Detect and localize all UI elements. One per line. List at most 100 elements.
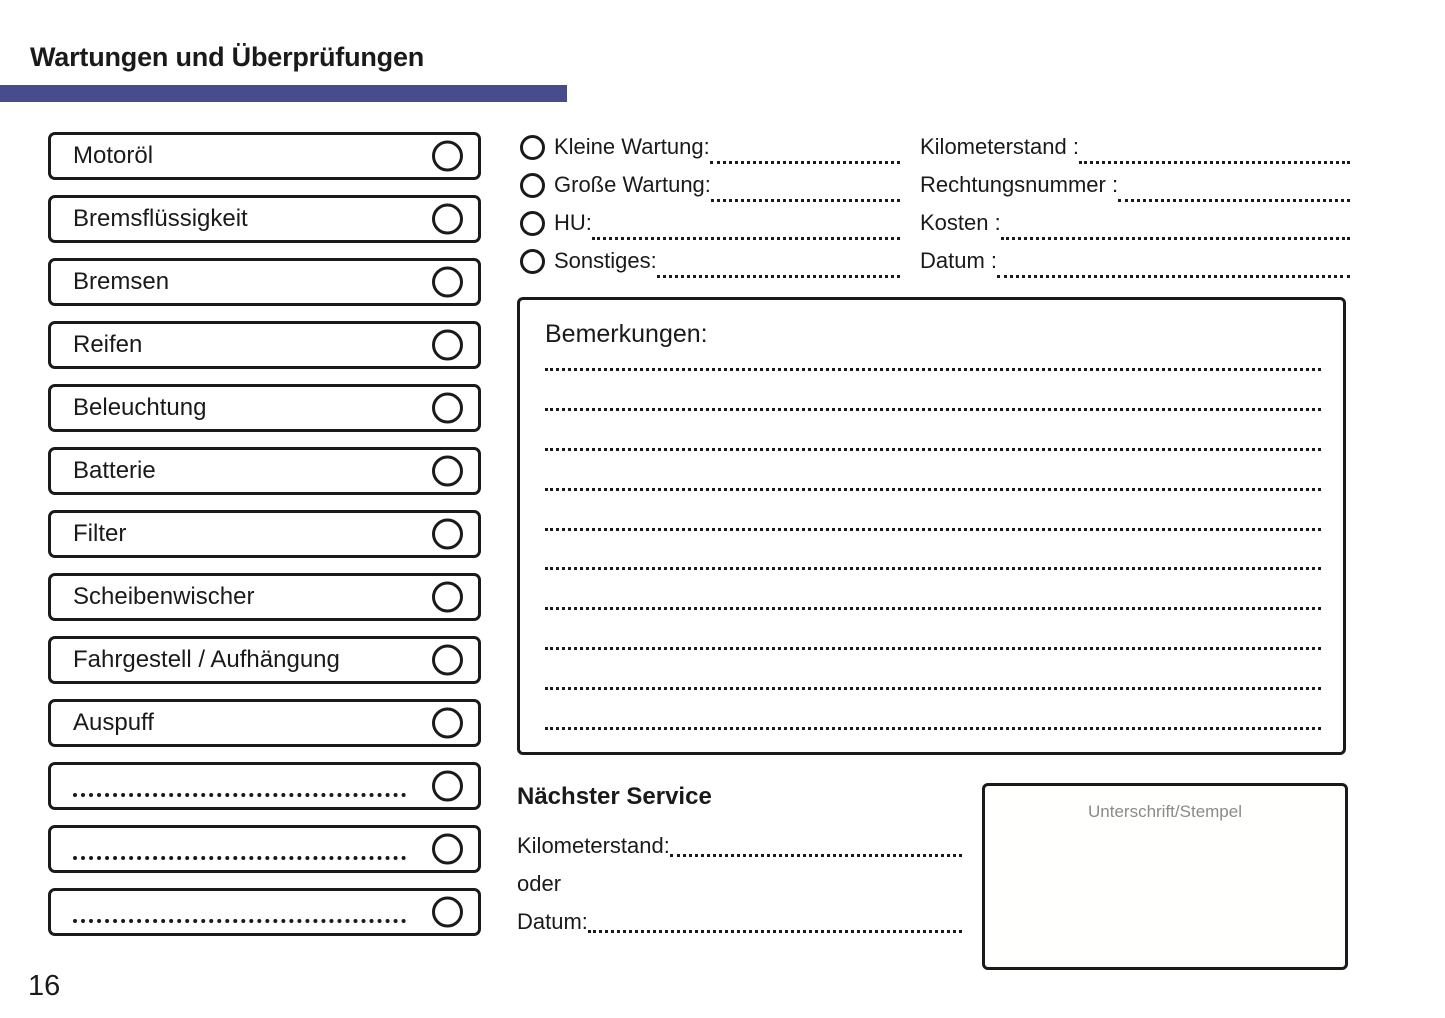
service-field-row: Große Wartung: Rechtungsnummer : (520, 168, 1350, 206)
service-type-field[interactable]: Kleine Wartung: (520, 130, 900, 164)
service-type-field[interactable]: HU: (520, 206, 900, 240)
next-service-title: Nächster Service (517, 783, 712, 810)
checklist-row[interactable] (48, 888, 481, 936)
checklist-checkbox-circle-icon[interactable] (432, 644, 463, 676)
service-fields-group: Kleine Wartung: Kilometerstand : Große War… (520, 130, 1350, 282)
invoice-detail-field[interactable]: Kosten : (920, 206, 1350, 240)
service-type-label: Kleine Wartung: (554, 134, 710, 159)
service-type-label: HU: (554, 210, 592, 235)
title-accent-rule (0, 85, 567, 102)
invoice-detail-field[interactable]: Rechtungsnummer : (920, 168, 1350, 202)
checklist-item-label: Bremsflüssigkeit (73, 205, 248, 232)
checklist-row[interactable] (48, 825, 481, 873)
next-service-mileage-label: Kilometerstand: (517, 832, 670, 858)
maintenance-checklist: Motoröl Bremsflüssigkeit Bremsen Reifen Bele… (48, 132, 481, 951)
checklist-row[interactable]: Auspuff (48, 699, 481, 747)
checklist-custom-input[interactable] (73, 915, 406, 923)
checklist-row[interactable]: Reifen (48, 321, 481, 369)
checklist-row[interactable] (48, 762, 481, 810)
checklist-checkbox-circle-icon[interactable] (432, 518, 463, 550)
checklist-item-label: Beleuchtung (73, 394, 207, 421)
checklist-item-label: Fahrgestell / Aufhängung (73, 646, 340, 673)
checklist-checkbox-circle-icon[interactable] (432, 203, 463, 235)
checklist-row[interactable]: Batterie (48, 447, 481, 495)
service-field-row: Kleine Wartung: Kilometerstand : (520, 130, 1350, 168)
service-type-radio-icon[interactable] (520, 134, 545, 160)
remarks-box: Bemerkungen: (517, 297, 1346, 755)
next-service-mileage-input[interactable] (669, 844, 962, 857)
next-service-separator-label: oder (517, 870, 562, 896)
remarks-write-line[interactable] (545, 726, 1321, 730)
remarks-title: Bemerkungen: (545, 320, 708, 348)
page-number: 16 (28, 970, 61, 1002)
checklist-checkbox-circle-icon[interactable] (432, 833, 463, 865)
next-service-section: Nächster Service Kilometerstand: oder Da… (517, 783, 967, 939)
next-service-date-input[interactable] (587, 920, 962, 933)
next-service-date-label: Datum: (517, 908, 588, 934)
invoice-detail-input[interactable] (1000, 224, 1350, 240)
remarks-write-line[interactable] (545, 447, 1321, 451)
checklist-custom-input[interactable] (73, 789, 406, 797)
checklist-row[interactable]: Motoröl (48, 132, 481, 180)
checklist-item-label: Bremsen (73, 268, 170, 295)
signature-stamp-label: Unterschrift/Stempel (1088, 802, 1242, 821)
invoice-detail-input[interactable] (1118, 186, 1350, 202)
remarks-write-line[interactable] (545, 368, 1321, 371)
service-type-input[interactable] (656, 262, 900, 278)
checklist-item-label: Reifen (73, 331, 143, 358)
checklist-checkbox-circle-icon[interactable] (432, 140, 463, 172)
service-type-label: Sonstiges: (554, 248, 657, 273)
next-service-mileage-row: Kilometerstand: (517, 825, 962, 857)
remarks-write-line[interactable] (545, 647, 1321, 651)
checklist-row[interactable]: Scheibenwischer (48, 573, 481, 621)
remarks-write-line[interactable] (545, 407, 1321, 411)
service-type-radio-icon[interactable] (520, 210, 545, 236)
checklist-row[interactable]: Fahrgestell / Aufhängung (48, 636, 481, 684)
remarks-write-line[interactable] (545, 487, 1321, 491)
invoice-detail-label: Kosten : (920, 210, 1001, 235)
checklist-row[interactable]: Bremsen (48, 258, 481, 306)
checklist-item-label: Batterie (73, 457, 156, 484)
checklist-row[interactable]: Beleuchtung (48, 384, 481, 432)
service-type-radio-icon[interactable] (520, 248, 545, 274)
remarks-write-line[interactable] (545, 567, 1321, 571)
remarks-write-line[interactable] (545, 527, 1321, 531)
page-title: Wartungen und Überprüfungen (30, 42, 425, 72)
invoice-detail-label: Rechtungsnummer : (920, 172, 1119, 197)
service-type-input[interactable] (591, 224, 900, 240)
checklist-checkbox-circle-icon[interactable] (432, 455, 463, 487)
remarks-write-line[interactable] (545, 687, 1321, 690)
checklist-row[interactable]: Bremsflüssigkeit (48, 195, 481, 243)
next-service-separator-row: oder (517, 863, 962, 895)
checklist-checkbox-circle-icon[interactable] (432, 707, 463, 739)
checklist-item-label: Auspuff (73, 709, 154, 736)
invoice-detail-field[interactable]: Kilometerstand : (920, 130, 1350, 164)
service-type-field[interactable]: Sonstiges: (520, 244, 900, 278)
checklist-item-label: Motoröl (73, 142, 154, 169)
checklist-checkbox-circle-icon[interactable] (432, 770, 463, 802)
remarks-lines (545, 368, 1321, 730)
invoice-detail-input[interactable] (997, 262, 1350, 278)
invoice-detail-label: Kilometerstand : (920, 134, 1079, 159)
checklist-checkbox-circle-icon[interactable] (432, 581, 463, 613)
next-service-separator-spacer (561, 885, 962, 895)
service-type-radio-icon[interactable] (520, 172, 545, 198)
next-service-date-row: Datum: (517, 901, 962, 933)
service-field-row: Sonstiges: Datum : (520, 244, 1350, 282)
invoice-detail-label: Datum : (920, 248, 998, 273)
checklist-item-label: Scheibenwischer (73, 583, 255, 610)
checklist-checkbox-circle-icon[interactable] (432, 266, 463, 298)
signature-stamp-box[interactable]: Unterschrift/Stempel (982, 783, 1348, 970)
remarks-write-line[interactable] (545, 607, 1321, 611)
service-type-input[interactable] (709, 148, 900, 164)
invoice-detail-input[interactable] (1078, 148, 1350, 164)
checklist-custom-input[interactable] (73, 852, 406, 860)
invoice-detail-field[interactable]: Datum : (920, 244, 1350, 278)
checklist-checkbox-circle-icon[interactable] (432, 392, 463, 424)
checklist-row[interactable]: Filter (48, 510, 481, 558)
checklist-checkbox-circle-icon[interactable] (432, 896, 463, 928)
service-type-input[interactable] (710, 186, 900, 202)
checklist-checkbox-circle-icon[interactable] (432, 329, 463, 361)
service-field-row: HU: Kosten : (520, 206, 1350, 244)
service-type-field[interactable]: Große Wartung: (520, 168, 900, 202)
